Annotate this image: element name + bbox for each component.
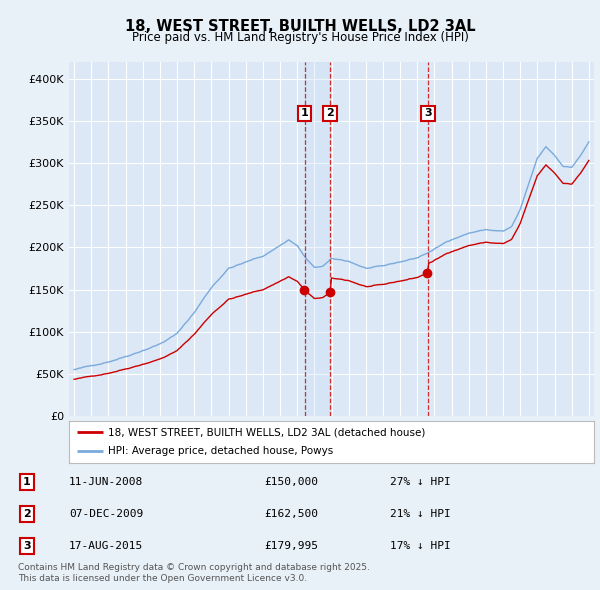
Text: 21% ↓ HPI: 21% ↓ HPI bbox=[390, 509, 451, 519]
Text: Contains HM Land Registry data © Crown copyright and database right 2025.
This d: Contains HM Land Registry data © Crown c… bbox=[18, 563, 370, 583]
Text: 17% ↓ HPI: 17% ↓ HPI bbox=[390, 541, 451, 550]
Text: HPI: Average price, detached house, Powys: HPI: Average price, detached house, Powy… bbox=[109, 446, 334, 456]
Text: 18, WEST STREET, BUILTH WELLS, LD2 3AL: 18, WEST STREET, BUILTH WELLS, LD2 3AL bbox=[125, 19, 475, 34]
Text: 1: 1 bbox=[23, 477, 31, 487]
Text: £179,995: £179,995 bbox=[264, 541, 318, 550]
Text: 3: 3 bbox=[23, 541, 31, 550]
Text: 17-AUG-2015: 17-AUG-2015 bbox=[69, 541, 143, 550]
Text: 1: 1 bbox=[301, 109, 308, 118]
Bar bbox=[305, 62, 330, 416]
Text: £150,000: £150,000 bbox=[264, 477, 318, 487]
Text: 07-DEC-2009: 07-DEC-2009 bbox=[69, 509, 143, 519]
Text: £162,500: £162,500 bbox=[264, 509, 318, 519]
Text: 11-JUN-2008: 11-JUN-2008 bbox=[69, 477, 143, 487]
Text: 18, WEST STREET, BUILTH WELLS, LD2 3AL (detached house): 18, WEST STREET, BUILTH WELLS, LD2 3AL (… bbox=[109, 427, 426, 437]
Text: 3: 3 bbox=[424, 109, 432, 118]
Text: Price paid vs. HM Land Registry's House Price Index (HPI): Price paid vs. HM Land Registry's House … bbox=[131, 31, 469, 44]
Text: 2: 2 bbox=[326, 109, 334, 118]
Text: 2: 2 bbox=[23, 509, 31, 519]
Text: 27% ↓ HPI: 27% ↓ HPI bbox=[390, 477, 451, 487]
